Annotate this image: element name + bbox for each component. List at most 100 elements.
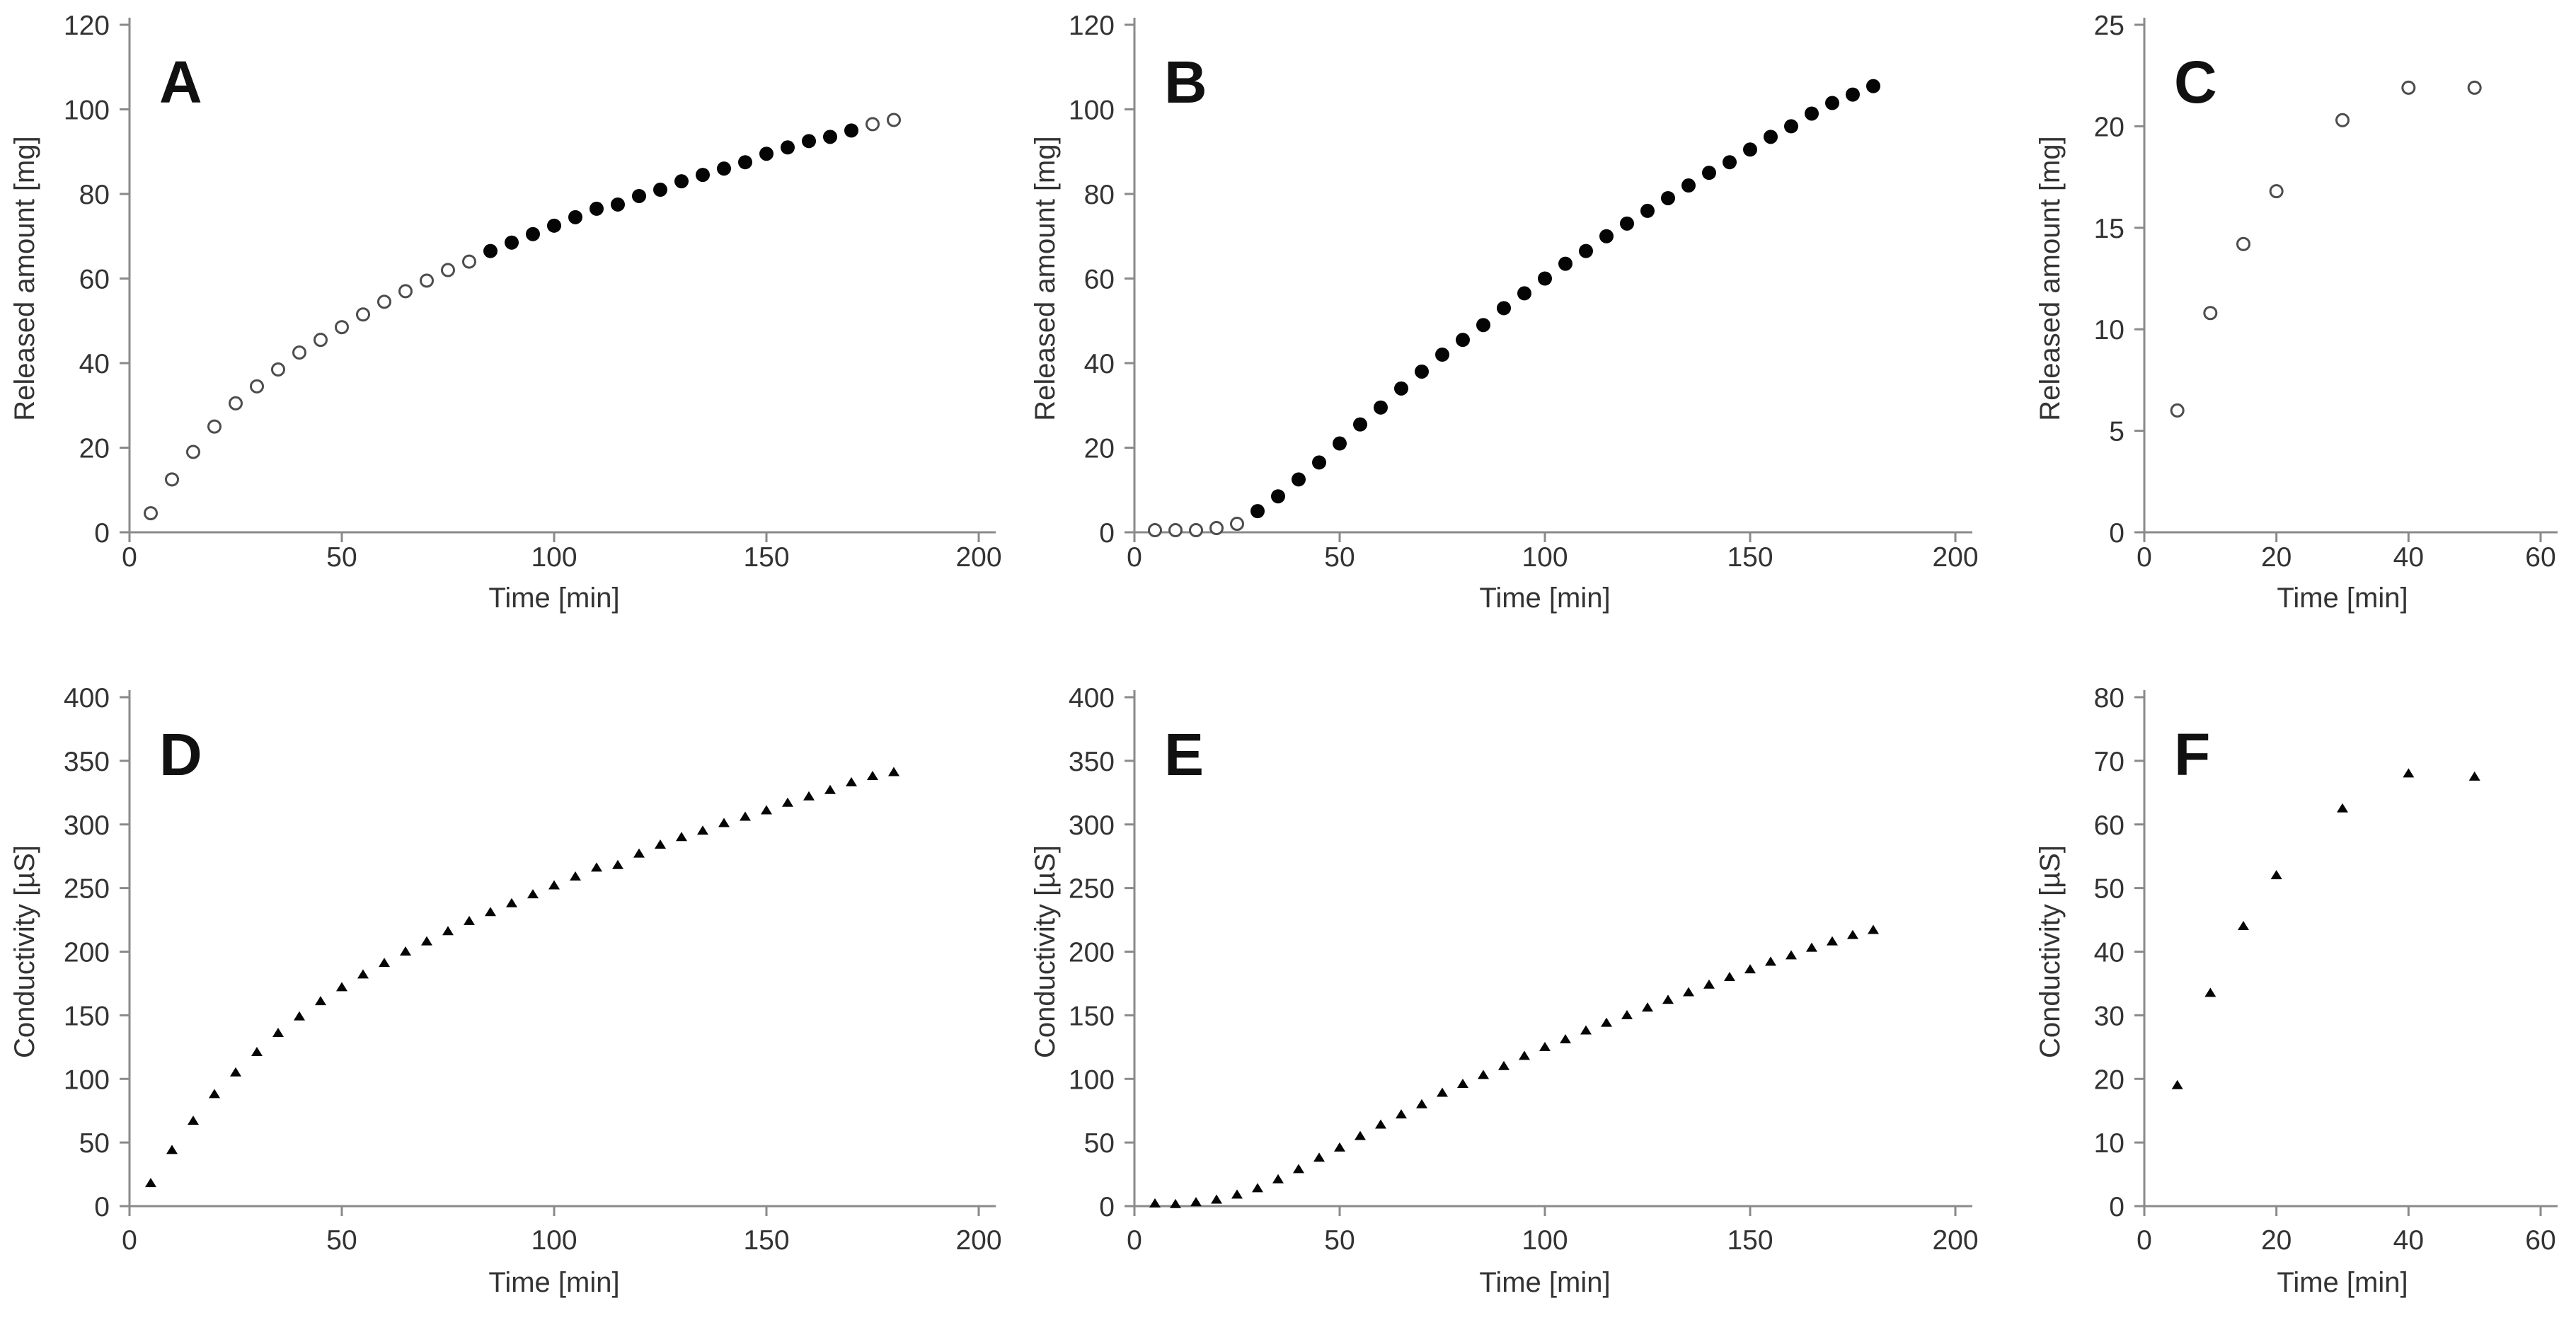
- data-point-open-circle: [229, 396, 243, 411]
- data-point-filled-circle: [568, 210, 582, 224]
- y-tick-label: 400: [1069, 683, 1115, 713]
- data-point-filled-circle: [844, 123, 858, 138]
- data-point-filled-circle: [1784, 119, 1798, 134]
- data-point-filled-circle: [1271, 489, 1285, 504]
- data-point-filled-triangle: [294, 1011, 305, 1021]
- y-tick-label: 250: [64, 874, 110, 905]
- y-tick-label: 0: [1099, 1192, 1115, 1222]
- x-axis-title: Time [min]: [1479, 1267, 1610, 1298]
- y-tick-label: 80: [2094, 683, 2124, 713]
- y-tick-label: 20: [1084, 434, 1115, 464]
- data-point-filled-triangle: [1355, 1130, 1366, 1140]
- scatter-chart-a: 0 20 40 60 80 100 120 0 50 100 150 200 Released amou…: [9, 11, 1002, 614]
- data-point-filled-circle: [781, 140, 795, 155]
- x-tick-label: 100: [1522, 542, 1568, 573]
- data-point-filled-circle: [483, 243, 498, 258]
- panel-letter: B: [1164, 49, 1207, 115]
- y-tick-label: 350: [1069, 747, 1115, 777]
- data-point-filled-triangle: [782, 797, 793, 807]
- y-tick-label: 150: [1069, 1001, 1115, 1031]
- data-point-filled-triangle: [188, 1116, 199, 1125]
- data-point-open-circle: [165, 472, 179, 487]
- data-point-open-circle: [1148, 523, 1162, 538]
- x-tick-label: 150: [1727, 1225, 1773, 1256]
- y-tick-label: 300: [1069, 810, 1115, 841]
- x-tick-label: 150: [743, 542, 789, 573]
- x-tick-label: 100: [531, 1225, 577, 1256]
- data-point-filled-triangle: [1375, 1119, 1386, 1129]
- panel-c-released-amount: 0 5 10 15 20 25 0 20 40 60 Released amount [mg] Tim…: [2035, 0, 2576, 665]
- x-tick-label: 0: [122, 542, 137, 573]
- y-tick-label: 100: [1069, 1065, 1115, 1095]
- data-point-filled-circle: [611, 197, 625, 212]
- x-axis-title: Time [min]: [488, 1267, 619, 1298]
- data-point-open-circle: [356, 307, 370, 322]
- panel-a-released-amount: 0 20 40 60 80 100 120 0 50 100 150 200 Released amou…: [0, 0, 1033, 665]
- data-point-filled-circle: [1538, 271, 1552, 286]
- data-point-open-circle: [2467, 80, 2482, 95]
- data-point-open-circle: [866, 117, 880, 132]
- data-point-open-circle: [441, 263, 455, 277]
- data-point-filled-circle: [1312, 455, 1326, 470]
- data-point-filled-circle: [1846, 87, 1860, 102]
- data-point-filled-circle: [1250, 504, 1265, 519]
- data-point-filled-triangle: [230, 1067, 241, 1077]
- data-point-filled-triangle: [1601, 1017, 1612, 1027]
- data-point-filled-triangle: [166, 1145, 178, 1154]
- scatter-chart-f: 0 10 20 30 40 50 60 70 80 0 20 40 60 Conductivity [µS…: [2035, 683, 2558, 1298]
- data-point-filled-triangle: [1478, 1070, 1489, 1079]
- data-point-open-circle: [1189, 523, 1203, 538]
- data-point-filled-circle: [590, 201, 604, 216]
- data-point-filled-circle: [1558, 256, 1572, 271]
- data-point-filled-triangle: [1396, 1109, 1407, 1119]
- data-point-filled-triangle: [272, 1028, 284, 1038]
- data-point-open-circle: [377, 294, 391, 309]
- data-point-open-circle: [271, 362, 285, 377]
- data-point-open-circle: [2236, 236, 2250, 251]
- y-tick-label: 40: [1084, 349, 1115, 379]
- data-point-filled-circle: [1825, 96, 1839, 110]
- data-point-filled-circle: [1805, 106, 1819, 121]
- data-point-filled-circle: [738, 155, 752, 170]
- data-point-filled-triangle: [591, 862, 602, 872]
- data-point-filled-circle: [717, 161, 731, 176]
- data-point-filled-triangle: [1231, 1189, 1243, 1199]
- y-tick-label: 20: [79, 434, 110, 464]
- data-point-filled-circle: [632, 188, 646, 203]
- x-tick-label: 50: [326, 1225, 357, 1256]
- x-tick-label: 60: [2525, 1225, 2555, 1256]
- data-point-filled-triangle: [1293, 1164, 1304, 1174]
- data-point-filled-triangle: [145, 1178, 156, 1188]
- x-tick-label: 200: [955, 542, 1001, 573]
- data-point-filled-triangle: [740, 811, 751, 821]
- data-point-filled-triangle: [612, 859, 623, 869]
- data-point-filled-circle: [1497, 301, 1511, 316]
- y-tick-label: 0: [94, 518, 110, 549]
- panel-d-conductivity: 0 50 100 150 200 250 300 350 400 0 50 100 150 200 Cond…: [0, 665, 1033, 1330]
- data-point-filled-triangle: [846, 776, 857, 786]
- data-point-open-circle: [2203, 306, 2218, 321]
- x-axis-title: Time [min]: [488, 583, 619, 614]
- data-point-filled-circle: [1681, 178, 1696, 193]
- y-tick-label: 150: [64, 1001, 110, 1031]
- y-axis-title: Conductivity [µS]: [1030, 845, 1061, 1058]
- data-point-filled-triangle: [2171, 1079, 2183, 1089]
- data-point-filled-triangle: [209, 1089, 220, 1099]
- data-point-open-circle: [207, 419, 222, 434]
- data-point-filled-triangle: [718, 818, 730, 827]
- data-point-filled-triangle: [1190, 1197, 1202, 1207]
- y-tick-label: 20: [2094, 1065, 2124, 1095]
- data-point-filled-circle: [1599, 229, 1614, 243]
- data-point-filled-circle: [823, 130, 837, 144]
- data-point-open-circle: [2401, 80, 2416, 95]
- x-tick-label: 100: [531, 542, 577, 573]
- data-point-open-circle: [420, 273, 434, 288]
- y-tick-label: 80: [1084, 180, 1115, 210]
- data-point-filled-triangle: [442, 926, 454, 936]
- data-point-open-circle: [1230, 517, 1244, 532]
- y-tick-label: 100: [1069, 96, 1115, 126]
- x-tick-label: 0: [1127, 1225, 1142, 1256]
- y-tick-label: 200: [1069, 938, 1115, 968]
- panel-e-conductivity: 0 50 100 150 200 250 300 350 400 0 50 100 150 200 Cond…: [1019, 665, 2059, 1330]
